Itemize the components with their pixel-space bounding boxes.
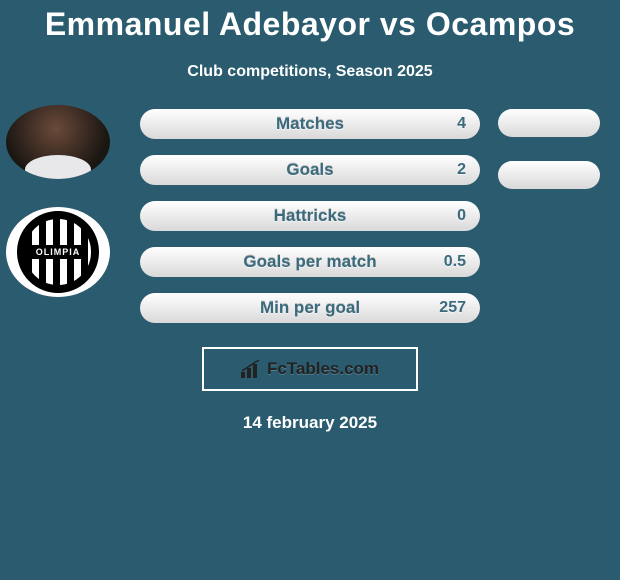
club-name-label: OLIMPIA bbox=[30, 245, 87, 259]
stat-bar-matches: Matches 4 bbox=[140, 109, 480, 139]
club-badge-inner: OLIMPIA bbox=[17, 211, 99, 293]
page-title: Emmanuel Adebayor vs Ocampos bbox=[0, 0, 620, 43]
empty-pill bbox=[498, 161, 600, 189]
club-badge: OLIMPIA bbox=[6, 207, 110, 297]
left-avatars: OLIMPIA bbox=[6, 105, 110, 297]
stat-value: 4 bbox=[457, 115, 466, 133]
stat-label: Min per goal bbox=[260, 298, 360, 318]
stat-label: Goals bbox=[286, 160, 333, 180]
brand-box: FcTables.com bbox=[202, 347, 418, 391]
stat-value: 2 bbox=[457, 161, 466, 179]
stat-bar-min-per-goal: Min per goal 257 bbox=[140, 293, 480, 323]
stat-value: 0 bbox=[457, 207, 466, 225]
brand-label: FcTables.com bbox=[267, 359, 379, 379]
player-avatar bbox=[6, 105, 110, 179]
stat-bar-hattricks: Hattricks 0 bbox=[140, 201, 480, 231]
right-empty-pills bbox=[498, 109, 600, 189]
stat-label: Matches bbox=[276, 114, 344, 134]
date-label: 14 february 2025 bbox=[0, 413, 620, 433]
stat-bar-goals: Goals 2 bbox=[140, 155, 480, 185]
stat-bars: Matches 4 Goals 2 Hattricks 0 Goals per … bbox=[140, 109, 480, 323]
subtitle: Club competitions, Season 2025 bbox=[0, 63, 620, 81]
empty-pill bbox=[498, 109, 600, 137]
stat-value: 0.5 bbox=[444, 253, 466, 271]
stat-label: Hattricks bbox=[274, 206, 347, 226]
stat-bar-goals-per-match: Goals per match 0.5 bbox=[140, 247, 480, 277]
stat-value: 257 bbox=[439, 299, 466, 317]
bar-chart-icon bbox=[241, 360, 261, 378]
stat-label: Goals per match bbox=[243, 252, 376, 272]
comparison-content: OLIMPIA Matches 4 Goals 2 Hattricks 0 Go… bbox=[0, 109, 620, 323]
